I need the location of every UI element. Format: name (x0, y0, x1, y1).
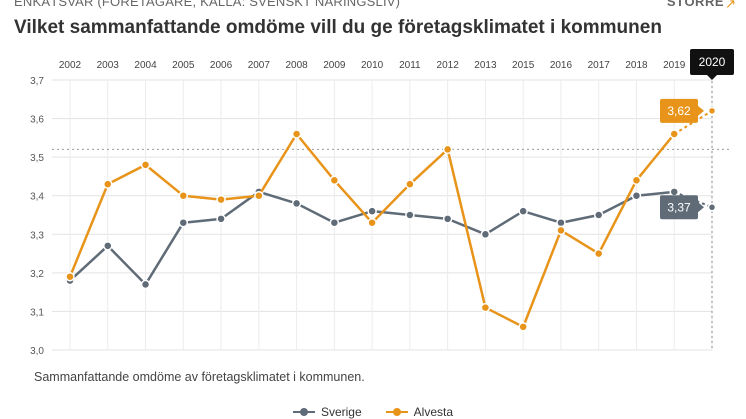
legend-label-sverige: Sverige (320, 405, 362, 419)
data-point-alvesta (291, 129, 302, 139)
highlight-year-box (690, 49, 734, 75)
highlight-year-label: 2020 (699, 55, 726, 69)
x-tick-label: 2007 (248, 60, 271, 71)
chart-title: Vilket sammanfattande omdöme vill du ge … (14, 17, 662, 38)
data-point-sverige (329, 217, 340, 228)
data-point-sverige (518, 206, 528, 216)
enlarge-button[interactable]: STÖRRE (666, 0, 724, 9)
data-point-sverige (707, 203, 717, 212)
data-point-alvesta (556, 225, 566, 236)
end-label-pointer-alvesta (698, 105, 704, 116)
legend-swatch-sverige (292, 407, 315, 417)
data-point-sverige (405, 210, 415, 220)
data-point-sverige (480, 229, 491, 240)
x-tick-label: 2003 (97, 60, 120, 71)
end-label-box-sverige (660, 195, 698, 220)
x-tick-label: 2011 (399, 60, 421, 71)
data-point-sverige (216, 214, 226, 224)
x-tick-label: 2009 (323, 60, 346, 71)
legend-item-alvesta[interactable]: Alvesta (385, 405, 454, 419)
data-point-alvesta (593, 248, 604, 259)
y-tick-label: 3,5 (30, 153, 44, 164)
y-tick-label: 3,3 (30, 230, 44, 241)
x-tick-label: 2013 (474, 60, 497, 71)
data-point-alvesta (480, 302, 491, 313)
y-tick-label: 3,7 (30, 76, 44, 87)
legend-item-sverige[interactable]: Sverige (292, 405, 362, 419)
data-point-alvesta (178, 190, 189, 201)
end-label-pointer-sverige (698, 202, 704, 213)
data-point-sverige (669, 187, 679, 197)
data-point-alvesta (103, 179, 113, 189)
data-point-alvesta (442, 144, 453, 155)
data-point-alvesta (254, 190, 264, 201)
x-tick-label: 2008 (285, 60, 308, 71)
x-tick-label: 2006 (210, 60, 233, 71)
chart-caption: Sammanfattande omdöme av företagsklimate… (34, 370, 365, 384)
end-label-box-alvesta (660, 98, 698, 123)
x-tick-label: 2004 (134, 60, 157, 71)
data-point-sverige (556, 217, 566, 228)
y-tick-label: 3,0 (30, 346, 44, 357)
expand-arrow-icon[interactable]: ↗ (725, 0, 736, 11)
legend-label-alvesta: Alvesta (413, 405, 454, 419)
end-label-alvesta: 3,62 (667, 104, 691, 118)
highlight-year-pointer (707, 75, 717, 80)
x-tick-label: 2019 (663, 60, 686, 71)
x-tick-label: 2015 (512, 60, 535, 71)
legend-swatch-alvesta (385, 407, 408, 417)
x-tick-label: 2012 (437, 60, 460, 71)
data-point-alvesta (140, 160, 151, 170)
data-point-alvesta (367, 217, 377, 228)
data-point-sverige (442, 214, 453, 224)
x-tick-label: 2002 (59, 60, 82, 71)
data-point-alvesta (669, 129, 679, 139)
y-tick-label: 3,4 (30, 192, 44, 203)
x-tick-label: 2018 (625, 60, 648, 71)
data-point-sverige (103, 241, 113, 251)
end-label-sverige: 3,37 (667, 200, 691, 214)
data-point-sverige (367, 206, 377, 216)
data-point-alvesta (631, 175, 642, 186)
data-point-alvesta (707, 106, 717, 116)
chart-subtitle: ENKÄTSVAR (FÖRETAGARE, KÄLLA: SVENSKT NÄ… (14, 0, 401, 9)
data-point-alvesta (216, 194, 226, 205)
y-tick-label: 3,6 (30, 115, 44, 126)
data-point-alvesta (65, 271, 75, 282)
data-point-alvesta (405, 179, 415, 189)
series-line-forecast-alvesta (673, 110, 713, 135)
x-tick-label: 2016 (550, 60, 573, 71)
data-point-sverige (178, 217, 189, 228)
data-point-sverige (140, 279, 151, 290)
x-tick-label: 2010 (361, 60, 384, 71)
data-point-alvesta (329, 175, 340, 186)
x-tick-label: 2005 (172, 60, 195, 71)
data-point-sverige (593, 210, 604, 220)
y-tick-label: 3,2 (30, 269, 44, 280)
data-point-alvesta (518, 322, 528, 332)
y-tick-label: 3,1 (30, 307, 44, 318)
x-tick-label: 2017 (588, 60, 611, 71)
data-point-sverige (291, 198, 302, 209)
data-point-sverige (631, 190, 642, 201)
chart-legend: Sverige Alvesta (0, 405, 746, 419)
